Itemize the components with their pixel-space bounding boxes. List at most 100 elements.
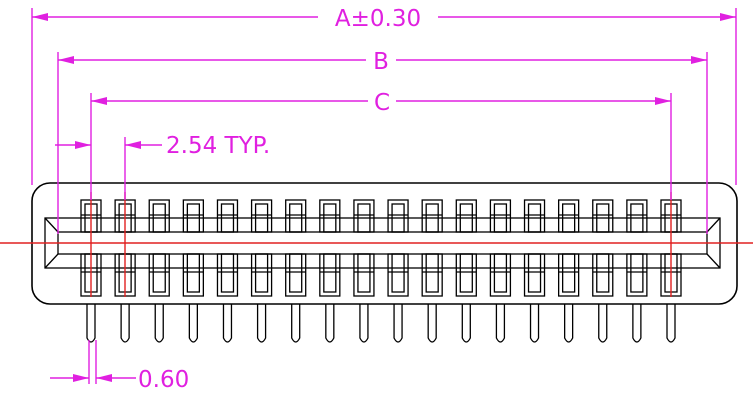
contact-lower (523, 253, 546, 297)
centerlines (0, 192, 753, 297)
dim-pitch-label: 2.54 TYP. (166, 133, 270, 159)
contact-upper (250, 199, 273, 233)
contact-upper (319, 199, 341, 233)
contact-lower-inner (254, 253, 269, 293)
contact-upper-inner (186, 203, 201, 233)
contact-upper (387, 199, 409, 233)
pin-leg (291, 304, 301, 343)
pin-leg (461, 304, 471, 343)
dim-a-arrow-right (720, 13, 736, 21)
contact-lower-inner (186, 253, 201, 293)
contact-lower-inner (459, 253, 473, 293)
contact-upper-inner (425, 203, 439, 233)
dim-b-label: B (373, 49, 389, 75)
contact-lower-inner (493, 253, 508, 293)
contact-lower (250, 253, 273, 297)
contact-lower (148, 253, 170, 297)
contact (523, 199, 546, 297)
contact-lower-inner (561, 253, 576, 293)
contact-upper (216, 199, 239, 233)
contact-lower-inner (425, 253, 439, 293)
contact-upper-inner (630, 203, 644, 233)
pin-leg (598, 304, 608, 343)
pin-leg (495, 304, 506, 343)
contact-lower-inner (630, 253, 644, 293)
dim-a-arrow-left (32, 13, 48, 21)
contact-lower-inner (596, 253, 610, 293)
dim-pitch-arrow-right (125, 141, 141, 149)
dim-pitch-arrow-left (75, 141, 91, 149)
pin-leg (188, 304, 199, 343)
contact-upper (592, 199, 614, 233)
contact (557, 199, 580, 297)
contact-lower (387, 253, 409, 297)
contact (319, 199, 341, 297)
contact-lower (626, 253, 648, 297)
contact-upper-inner (289, 203, 303, 233)
pin-leg (325, 304, 335, 343)
contact (387, 199, 409, 297)
contact (626, 199, 648, 297)
pin-leg (427, 304, 437, 343)
contact-lower-inner (391, 253, 405, 293)
pin-leg (529, 304, 540, 343)
dim-c-label: C (374, 90, 390, 116)
contact-lower-inner (289, 253, 303, 293)
contact-lower (489, 253, 512, 297)
contact-upper-inner (323, 203, 337, 233)
pin-leg (666, 304, 676, 343)
contact-upper (148, 199, 170, 233)
contact-upper (489, 199, 512, 233)
contact-lower (455, 253, 477, 297)
dim-b-arrow-left (58, 56, 74, 64)
contact-lower (285, 253, 307, 297)
contact-upper-inner (152, 203, 166, 233)
contacts-group (80, 199, 682, 297)
slot-chamfer-br (706, 253, 721, 269)
contact (421, 199, 443, 297)
contact-lower (557, 253, 580, 297)
pin-leg (359, 304, 369, 343)
contact-upper-inner (561, 203, 576, 233)
dimension-b: B (57, 49, 708, 234)
pin-leg (86, 304, 96, 343)
contact-lower (353, 253, 375, 297)
contact (455, 199, 477, 297)
contact-upper-inner (220, 203, 235, 233)
contact (148, 199, 170, 297)
contact-lower (216, 253, 239, 297)
pins-group (86, 304, 676, 343)
contact-lower-inner (357, 253, 371, 293)
contact (216, 199, 239, 297)
pin-leg (120, 304, 130, 343)
dim-pin-label: 0.60 (138, 367, 189, 393)
contact-upper (626, 199, 648, 233)
dim-a-label: A±0.30 (335, 6, 421, 32)
contact-lower-inner (527, 253, 542, 293)
contact-lower (319, 253, 341, 297)
contact-upper (455, 199, 477, 233)
contact (182, 199, 205, 297)
slot-chamfer-tl (44, 217, 59, 233)
contact-upper (421, 199, 443, 233)
contact-lower-inner (220, 253, 235, 293)
contact (489, 199, 512, 297)
contact-lower-inner (323, 253, 337, 293)
contact-lower (182, 253, 205, 297)
contact-upper-inner (254, 203, 269, 233)
contact-upper (353, 199, 375, 233)
contact-upper-inner (357, 203, 371, 233)
contact (285, 199, 307, 297)
dimension-a: A±0.30 (31, 6, 737, 185)
contact-lower-inner (152, 253, 166, 293)
contact-upper-inner (527, 203, 542, 233)
slot-chamfer-tr (706, 217, 721, 233)
contact-upper (523, 199, 546, 233)
dimension-pitch: 2.54 TYP. (55, 133, 270, 200)
pin-leg (393, 304, 403, 343)
dim-c-arrow-right (655, 97, 671, 105)
contact-upper (182, 199, 205, 233)
contact (353, 199, 375, 297)
dimension-c: C (90, 90, 672, 200)
